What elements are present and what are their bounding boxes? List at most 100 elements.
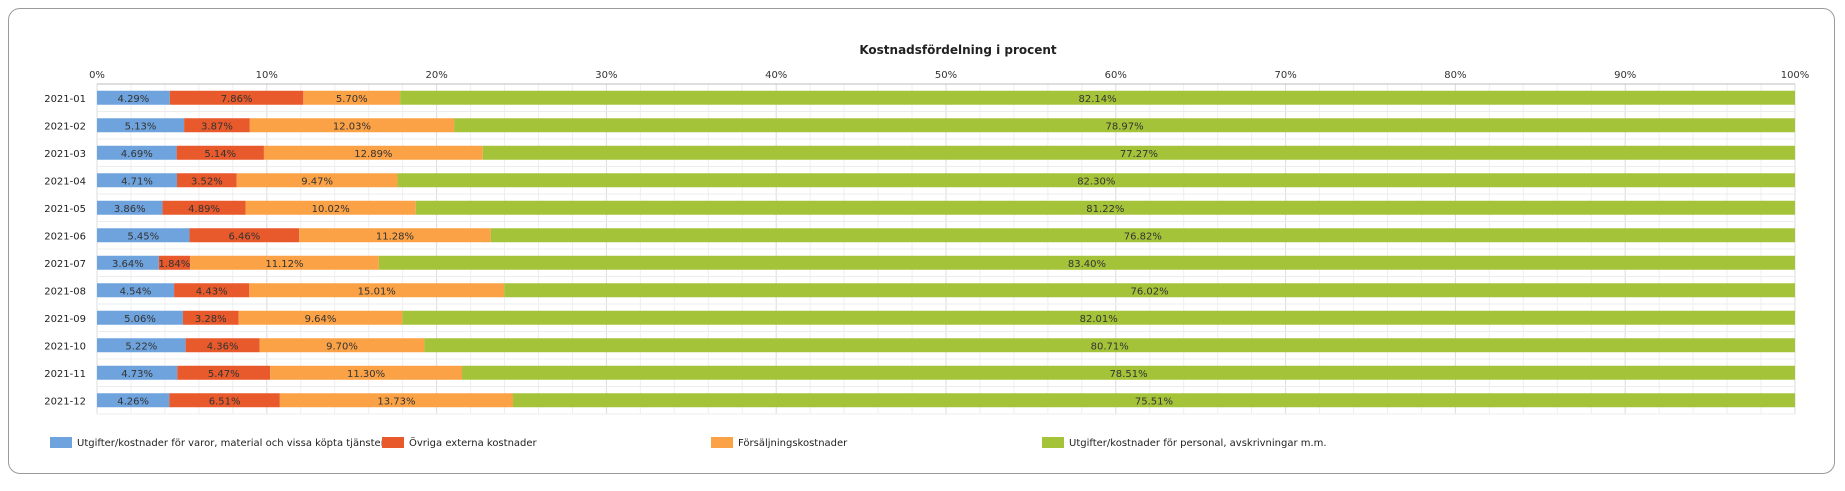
bar-segment [97, 255, 159, 270]
data-label: 4.36% [207, 341, 239, 352]
bar-segment [512, 393, 1795, 408]
bar-segments [97, 90, 1796, 408]
x-tick-label: 70% [1274, 70, 1296, 81]
data-label: 13.73% [377, 396, 415, 407]
bar-segment [249, 283, 505, 298]
bar-segment [245, 200, 416, 215]
data-label: 5.06% [124, 314, 156, 325]
data-labels: 4.29% 7.86% 5.70% 82.14% 5.13% 3.87% 12.03% 78.… [112, 94, 1173, 408]
data-label: 83.40% [1068, 259, 1106, 270]
bar-segment [97, 118, 185, 133]
x-tick-label: 90% [1614, 70, 1636, 81]
data-label: 5.22% [125, 341, 157, 352]
data-label: 5.45% [127, 231, 159, 242]
bar-segment [177, 365, 271, 380]
data-label: 3.28% [195, 314, 227, 325]
bar-segment [190, 255, 379, 270]
bar-segment [303, 90, 401, 105]
chart-title: Kostnadsfördelning i procent [859, 43, 1057, 57]
bar-segment [504, 283, 1795, 298]
legend-swatch [50, 437, 72, 448]
bar-segment [189, 228, 300, 243]
bar-segment [402, 310, 1795, 325]
data-label: 76.82% [1124, 231, 1162, 242]
legend: Utgifter/kostnader för varor, material o… [50, 436, 1327, 449]
bar-segment [462, 365, 1796, 380]
data-label: 9.70% [326, 341, 358, 352]
bar-segment [97, 393, 170, 408]
bar-segment [169, 393, 280, 408]
bar-segment [424, 338, 1796, 353]
data-label: 77.27% [1120, 149, 1158, 160]
bar-segment [162, 200, 246, 215]
bar-segment [249, 118, 455, 133]
bar-segment [97, 90, 170, 105]
data-label: 4.29% [118, 94, 150, 105]
data-label: 80.71% [1091, 341, 1129, 352]
bar-segment [158, 255, 191, 270]
bar-segment [378, 255, 1795, 270]
data-label: 1.84% [159, 259, 191, 270]
bar-segment [263, 145, 483, 160]
data-label: 3.86% [114, 204, 146, 215]
bar-segment [97, 145, 177, 160]
category-label: 2021-03 [44, 149, 86, 160]
data-label: 4.26% [117, 396, 149, 407]
data-label: 5.70% [336, 94, 368, 105]
x-tick-label: 50% [935, 70, 957, 81]
data-label: 11.12% [265, 259, 303, 270]
category-label: 2021-07 [44, 259, 86, 270]
legend-swatch [711, 437, 733, 448]
data-label: 12.89% [354, 149, 392, 160]
legend-label: Utgifter/kostnader för varor, material o… [77, 438, 386, 449]
bar-segment [97, 310, 183, 325]
data-label: 82.30% [1077, 176, 1115, 187]
x-tick-label: 0% [89, 70, 105, 81]
data-label: 4.43% [196, 286, 228, 297]
data-label: 81.22% [1086, 204, 1124, 215]
data-label: 78.51% [1109, 369, 1147, 380]
legend-label: Övriga externa kostnader [409, 436, 538, 449]
bar-segment [299, 228, 491, 243]
legend-label: Utgifter/kostnader för personal, avskriv… [1069, 438, 1327, 449]
category-label: 2021-04 [44, 176, 86, 187]
data-label: 5.13% [125, 121, 157, 132]
data-label: 5.47% [208, 369, 240, 380]
data-label: 78.97% [1105, 121, 1143, 132]
data-label: 82.01% [1080, 314, 1118, 325]
x-tick-label: 10% [256, 70, 278, 81]
data-label: 4.89% [188, 204, 220, 215]
data-label: 15.01% [358, 286, 396, 297]
category-label: 2021-02 [44, 121, 86, 132]
data-label: 82.14% [1078, 94, 1116, 105]
x-tick-label: 40% [765, 70, 787, 81]
data-label: 6.51% [209, 396, 241, 407]
category-label: 2021-06 [44, 231, 86, 242]
category-label: 2021-11 [44, 369, 86, 380]
category-label: 2021-10 [44, 341, 86, 352]
data-label: 10.02% [312, 204, 350, 215]
data-label: 4.69% [121, 149, 153, 160]
data-label: 11.30% [347, 369, 385, 380]
bar-segment [397, 173, 1795, 188]
legend-swatch [1042, 437, 1064, 448]
data-label: 12.03% [333, 121, 371, 132]
bar-segment [415, 200, 1795, 215]
bar-segment [97, 200, 163, 215]
legend-label: Försäljningskostnader [738, 438, 848, 449]
bar-segment [400, 90, 1796, 105]
data-label: 75.51% [1135, 396, 1173, 407]
data-label: 4.54% [120, 286, 152, 297]
x-tick-label: 80% [1444, 70, 1466, 81]
chart-grid [96, 83, 1796, 415]
bar-segment [176, 173, 237, 188]
legend-swatch [382, 437, 404, 448]
bar-segment [259, 338, 425, 353]
data-label: 3.87% [201, 121, 233, 132]
bar-segment [490, 228, 1796, 243]
bar-segment [270, 365, 463, 380]
bar-segment [182, 310, 239, 325]
data-label: 9.47% [301, 176, 333, 187]
data-label: 7.86% [221, 94, 253, 105]
